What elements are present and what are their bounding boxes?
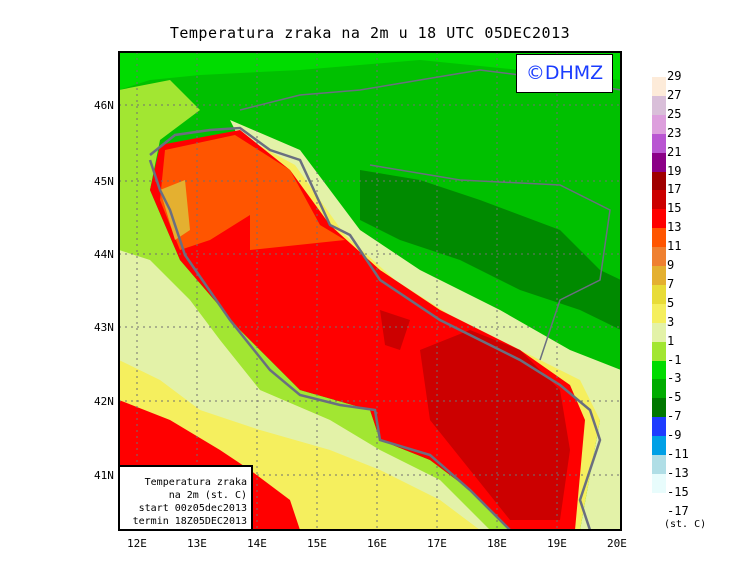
legend-label: -3 [667, 371, 682, 386]
dark-red-patch-2 [380, 310, 410, 350]
legend-swatch [652, 360, 666, 380]
legend-swatch [652, 341, 666, 361]
dhmz-logo: ©DHMZ [516, 54, 613, 93]
coastline-italy [148, 159, 511, 530]
lon-label: 12E [127, 537, 147, 550]
border-lines-2 [369, 164, 611, 361]
legend-swatch [652, 228, 666, 248]
dark-red-patch-1 [420, 330, 570, 520]
legend-label: 21 [667, 144, 682, 159]
lon-label: 16E [367, 537, 387, 550]
legend-swatch [652, 455, 666, 474]
legend-label: 19 [667, 163, 682, 178]
lat-label: 46N [94, 99, 114, 112]
legend-unit: (st. C) [664, 519, 707, 530]
lon-label: 17E [427, 537, 447, 550]
legend-label: 13 [667, 220, 682, 235]
legend-swatch [652, 171, 666, 191]
info-line: start 00z05dec2013 [138, 503, 247, 514]
lon-label: 14E [247, 537, 267, 550]
info-line: termin 18Z05DEC2013 [132, 516, 247, 527]
legend-swatch [652, 436, 666, 456]
legend-swatch [652, 473, 666, 493]
legend-swatch [652, 322, 666, 342]
lon-label: 20E [607, 537, 627, 550]
legend-label: 25 [667, 106, 682, 121]
istria-golden [160, 180, 190, 240]
legend-label: -7 [667, 409, 682, 424]
legend-swatch [652, 95, 666, 115]
legend-swatch [652, 77, 666, 96]
grid [119, 52, 621, 530]
legend-label: 5 [667, 295, 675, 310]
lon-label: 19E [547, 537, 567, 550]
lat-label: 44N [94, 248, 114, 261]
legend-swatch [652, 266, 666, 285]
lat-label: 43N [94, 321, 114, 334]
legend-label: 17 [667, 182, 682, 197]
legend-swatch [652, 398, 666, 418]
legend-swatch [652, 284, 666, 304]
legend-label: 1 [667, 333, 675, 348]
legend-label: 27 [667, 87, 682, 102]
legend-label: 29 [667, 69, 682, 83]
legend-label: 11 [667, 239, 682, 254]
lon-label: 13E [187, 537, 207, 550]
lat-label: 41N [94, 469, 114, 482]
legend-label: -5 [667, 390, 682, 405]
legend-label: -15 [667, 484, 689, 499]
legend-swatch [652, 417, 666, 437]
legend-label: 7 [667, 276, 675, 291]
legend-swatch [652, 209, 666, 229]
bosnia-dark-zone [360, 170, 621, 330]
legend-label: 15 [667, 201, 682, 216]
north-adriatic-orange [160, 135, 345, 250]
lat-label: 45N [94, 175, 114, 188]
legend-swatch [652, 303, 666, 323]
legend-swatch [652, 152, 666, 172]
map-frame [118, 51, 622, 531]
info-box: Temperatura zraka na 2m (st. C) start 00… [120, 465, 253, 529]
map-title: Temperatura zraka na 2m u 18 UTC 05DEC20… [169, 24, 571, 42]
north-dark-green [119, 52, 621, 90]
legend-label: 9 [667, 258, 675, 272]
legend-swatch [652, 247, 666, 267]
lat-label: 42N [94, 395, 114, 408]
lon-label: 18E [487, 537, 507, 550]
legend-label: -1 [667, 352, 682, 367]
info-line: Temperatura zraka [144, 477, 247, 488]
info-line: na 2m (st. C) [168, 490, 247, 501]
legend-label: -17 [667, 503, 689, 518]
legend-swatch [652, 379, 666, 399]
coastline [149, 126, 602, 530]
legend-swatch [652, 114, 666, 134]
legend-swatch [652, 133, 666, 153]
lon-label: 15E [307, 537, 327, 550]
legend-label: 23 [667, 125, 682, 140]
legend-swatch [652, 190, 666, 210]
legend-label: -9 [667, 428, 682, 443]
legend-label: -11 [667, 447, 689, 461]
legend-label: -13 [667, 465, 689, 480]
legend-label: 3 [667, 314, 675, 329]
